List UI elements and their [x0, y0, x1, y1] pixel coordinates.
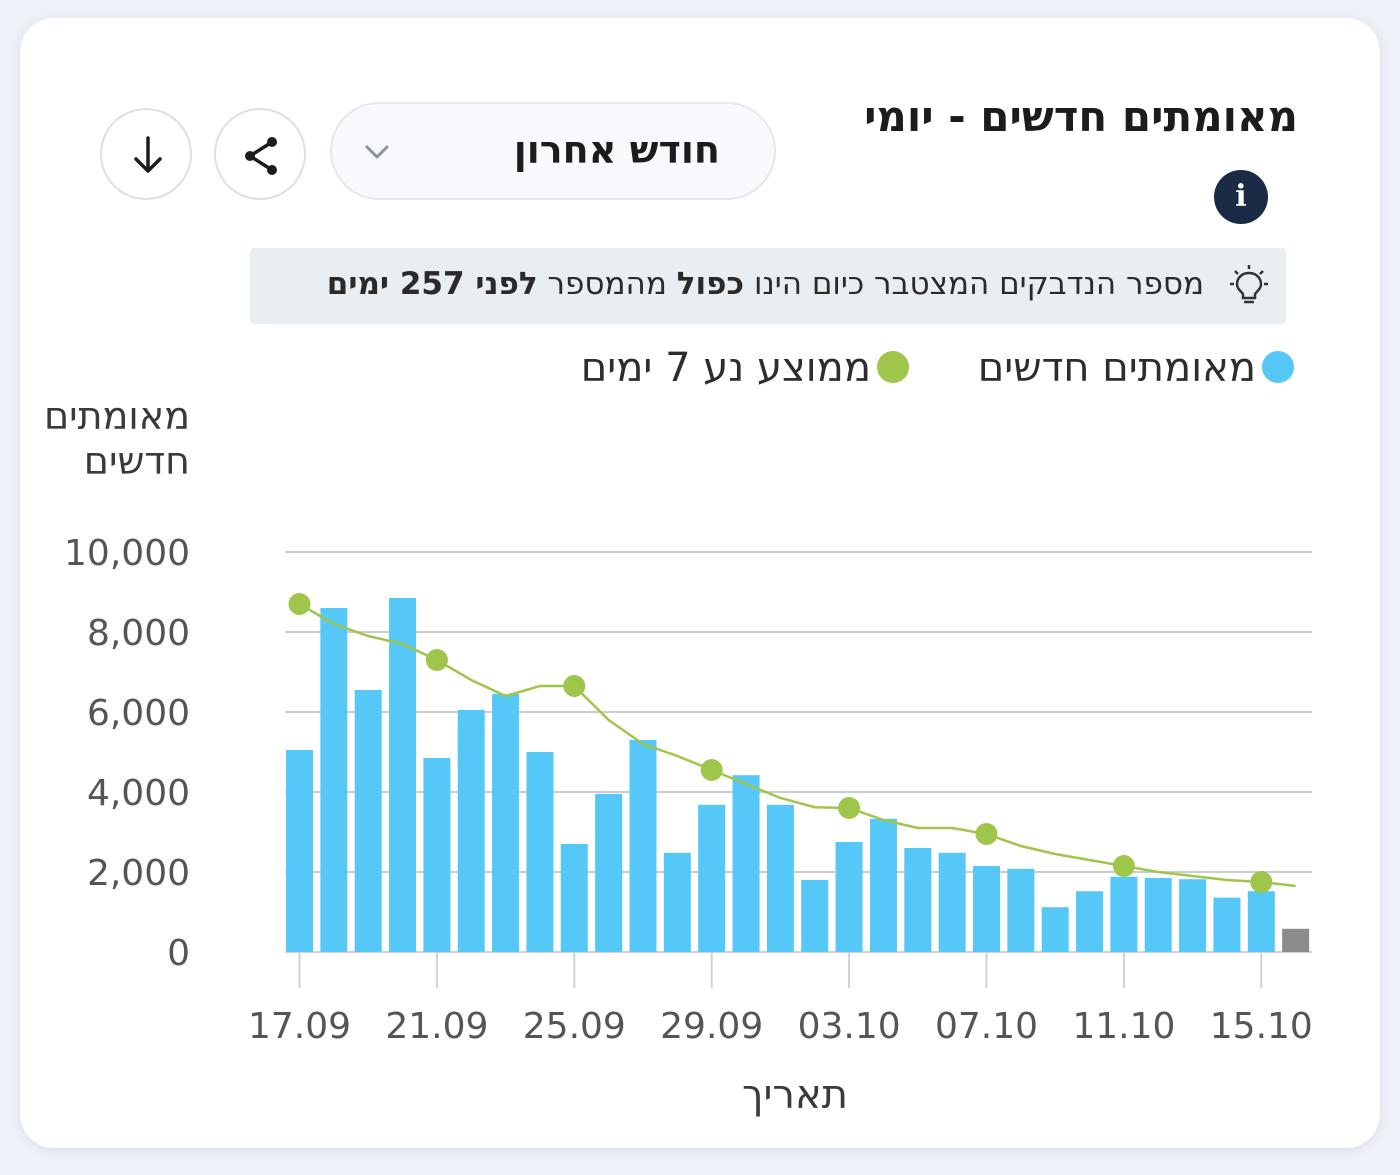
bar	[1213, 897, 1241, 952]
y-tick-label: 8,000	[87, 613, 190, 654]
x-tick-label: 11.10	[1072, 1006, 1175, 1047]
y-tick-label: 4,000	[87, 773, 190, 814]
legend-item-moving-average[interactable]: ממוצע נע 7 ימים	[580, 345, 910, 391]
insight-text-part: מהמספר	[547, 266, 667, 302]
bar	[938, 852, 966, 952]
chart-card	[20, 18, 1380, 1148]
insight-banner: מספר הנדבקים המצטבר כיום הינו כפול מהמספ…	[250, 248, 1286, 324]
bar	[698, 804, 726, 952]
bar	[629, 740, 657, 952]
bar	[286, 750, 313, 952]
bar	[869, 818, 897, 952]
bar	[320, 608, 348, 952]
y-tick-label: 2,000	[87, 853, 190, 894]
bar	[801, 880, 829, 952]
x-tick-label: 03.10	[798, 1006, 901, 1047]
insight-bold-part: כפול	[676, 266, 745, 302]
x-tick-label: 07.10	[935, 1006, 1038, 1047]
average-point	[975, 823, 998, 845]
bar	[1110, 876, 1138, 952]
y-tick-label: 0	[167, 933, 190, 974]
x-tick-label: 21.09	[385, 1006, 488, 1047]
share-button[interactable]	[214, 108, 306, 200]
bar	[423, 758, 451, 952]
bar	[1144, 878, 1172, 952]
bar	[1179, 879, 1207, 952]
x-tick-label: 17.09	[248, 1006, 351, 1047]
bar	[835, 842, 863, 952]
bar	[457, 710, 485, 952]
chart-legend: מאומתים חדשים ממוצע נע 7 ימים	[581, 345, 1294, 391]
bar	[663, 852, 691, 952]
page-title: מאומתים חדשים - יומי	[864, 92, 1298, 141]
bar	[1007, 868, 1035, 952]
x-tick-label: 29.09	[660, 1006, 763, 1047]
bar	[1247, 891, 1275, 952]
average-point	[838, 797, 861, 819]
bar	[492, 694, 520, 952]
bar	[1076, 891, 1104, 952]
bar	[595, 794, 623, 952]
legend-label: ממוצע נע 7 ימים	[580, 345, 872, 391]
average-point	[288, 593, 311, 615]
bar	[389, 598, 417, 952]
bar	[354, 690, 382, 952]
bar	[973, 866, 1000, 952]
insight-text: מספר הנדבקים המצטבר כיום הינו כפול מהמספ…	[327, 266, 1204, 302]
bar	[526, 752, 554, 952]
legend-dot-moving-average	[877, 351, 910, 383]
download-button[interactable]	[100, 108, 192, 200]
bar	[732, 775, 760, 952]
y-tick-label: 6,000	[87, 693, 190, 734]
insight-bold-part: לפני 257 ימים	[326, 266, 538, 302]
average-point	[1250, 871, 1273, 893]
average-point	[700, 759, 723, 781]
time-range-value: חודש אחרון	[513, 128, 720, 172]
legend-dot-new-cases	[1262, 351, 1294, 383]
info-icon[interactable]: i	[1214, 170, 1268, 224]
bar	[560, 844, 588, 952]
x-axis-title: תאריך	[741, 1072, 849, 1118]
x-tick-label: 15.10	[1210, 1006, 1313, 1047]
share-icon	[245, 137, 277, 175]
lightbulb-icon	[1230, 265, 1268, 304]
y-axis-title: מאומתים חדשים	[43, 394, 190, 483]
time-range-dropdown[interactable]: חודש אחרון	[330, 102, 776, 200]
bar	[1282, 928, 1310, 952]
average-point	[1112, 855, 1135, 877]
x-tick-label: 25.09	[523, 1006, 626, 1047]
legend-item-new-cases[interactable]: מאומתים חדשים	[978, 345, 1294, 391]
download-icon	[134, 136, 162, 173]
average-point	[425, 649, 448, 671]
bar	[904, 848, 932, 952]
legend-label: מאומתים חדשים	[977, 345, 1256, 391]
insight-text-part: מספר הנדבקים המצטבר כיום הינו	[753, 266, 1204, 302]
bar	[1041, 907, 1069, 952]
bar	[766, 804, 794, 952]
chevron-down-icon	[365, 145, 389, 159]
y-tick-label: 10,000	[64, 533, 190, 574]
average-point	[563, 675, 586, 697]
